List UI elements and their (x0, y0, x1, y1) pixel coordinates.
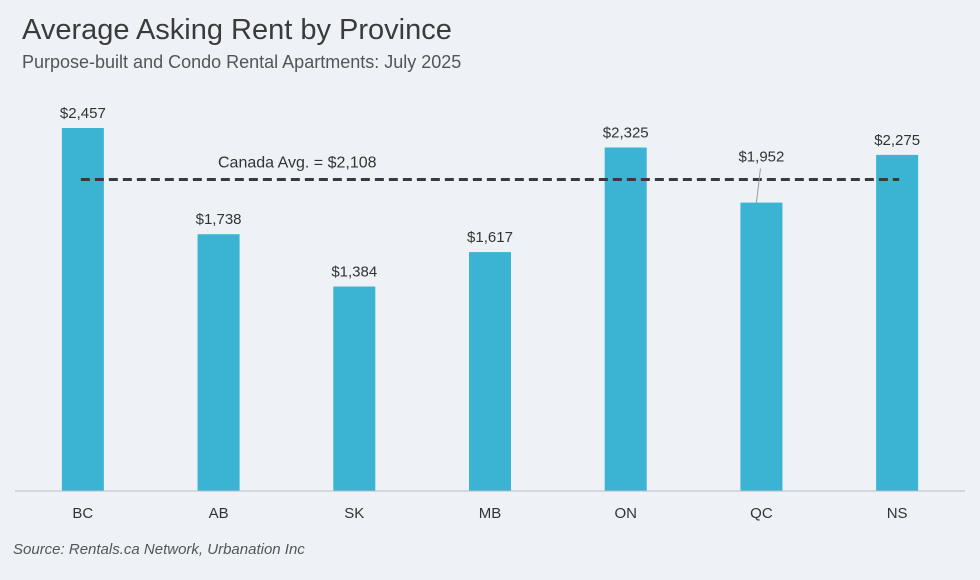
bar-qc (740, 202, 783, 491)
bar-on (604, 147, 647, 491)
x-tick-bc: BC (72, 505, 93, 522)
x-tick-ns: NS (887, 505, 908, 522)
leader-line-qc (755, 168, 761, 203)
value-label-bc: $2,457 (60, 105, 106, 122)
value-labels-group: $2,457 $1,738 $1,384 $1,617 $2,325 $1,952 $2,2… (60, 105, 920, 281)
x-tick-on: ON (614, 505, 637, 522)
chart-title: Average Asking Rent by Province (22, 14, 452, 46)
bar-mb (469, 252, 511, 491)
x-tick-ab: AB (209, 505, 229, 522)
x-tick-mb: MB (479, 505, 502, 522)
chart-subtitle: Purpose-built and Condo Rental Apartment… (22, 52, 462, 72)
canada-average-label: Canada Avg. = $2,108 (218, 155, 377, 172)
bar-bc (61, 128, 104, 491)
x-tick-qc: QC (750, 505, 773, 522)
value-label-qc: $1,952 (738, 149, 784, 166)
source-note: Source: Rentals.ca Network, Urbanation I… (13, 541, 305, 558)
value-label-mb: $1,617 (467, 229, 513, 246)
reference-line-group: Canada Avg. = $2,108 (80, 155, 900, 182)
bars-group (61, 128, 919, 491)
x-tick-labels-group: BC AB SK MB ON QC NS (72, 505, 907, 522)
x-tick-sk: SK (344, 505, 364, 522)
bar-sk (333, 286, 376, 491)
bar-ns (876, 154, 919, 491)
value-label-sk: $1,384 (331, 264, 377, 281)
value-label-on: $2,325 (603, 125, 649, 142)
value-label-ns: $2,275 (874, 132, 920, 149)
value-label-ab: $1,738 (196, 211, 242, 228)
bar-ab (197, 234, 240, 491)
